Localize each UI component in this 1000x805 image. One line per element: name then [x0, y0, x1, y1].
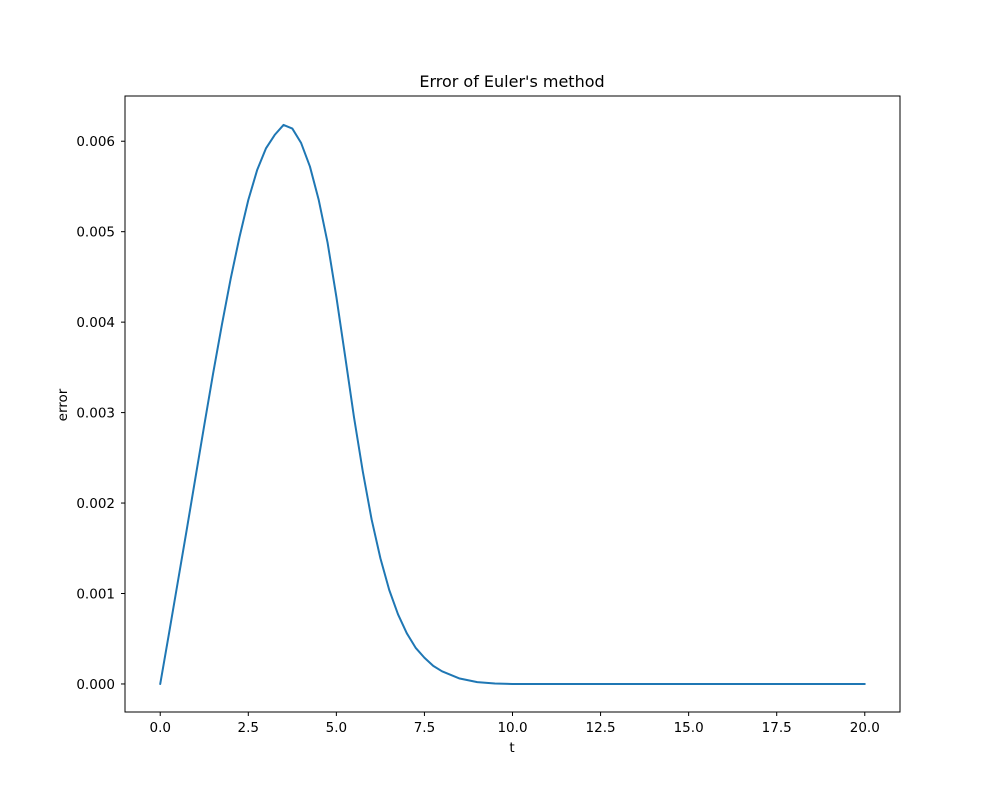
series-line-0: [159, 123, 866, 685]
y-tick-label: 0.005: [76, 225, 115, 241]
y-tick-label: 0.006: [76, 134, 115, 150]
x-tick-label: 0.0: [149, 720, 170, 736]
x-tick-label: 10.0: [497, 720, 527, 736]
x-tick-label: 2.5: [238, 720, 259, 736]
x-tick-label: 17.5: [762, 720, 792, 736]
x-tick-label: 20.0: [850, 720, 880, 736]
x-axis: 0.0 2.5 5.0 7.5 10.0 12.5 15.0 17.5 20.0: [149, 712, 880, 736]
y-tick-label: 0.002: [76, 496, 115, 512]
y-tick-label: 0.000: [76, 677, 115, 693]
y-tick-label: 0.001: [76, 587, 115, 603]
chart-title: Error of Euler's method: [419, 72, 604, 91]
x-tick-label: 15.0: [674, 720, 704, 736]
x-tick-label: 5.0: [326, 720, 347, 736]
y-axis-title: error: [55, 388, 71, 421]
x-tick-label: 7.5: [414, 720, 435, 736]
y-axis: 0.000 0.001 0.002 0.003 0.004 0.005 0.006: [76, 134, 125, 693]
plot-frame: [124, 95, 901, 713]
plot-area: [159, 123, 866, 685]
x-axis-title: t: [509, 740, 514, 756]
x-tick-label: 12.5: [586, 720, 616, 736]
y-tick-label: 0.004: [76, 315, 115, 331]
y-tick-label: 0.003: [76, 406, 115, 422]
